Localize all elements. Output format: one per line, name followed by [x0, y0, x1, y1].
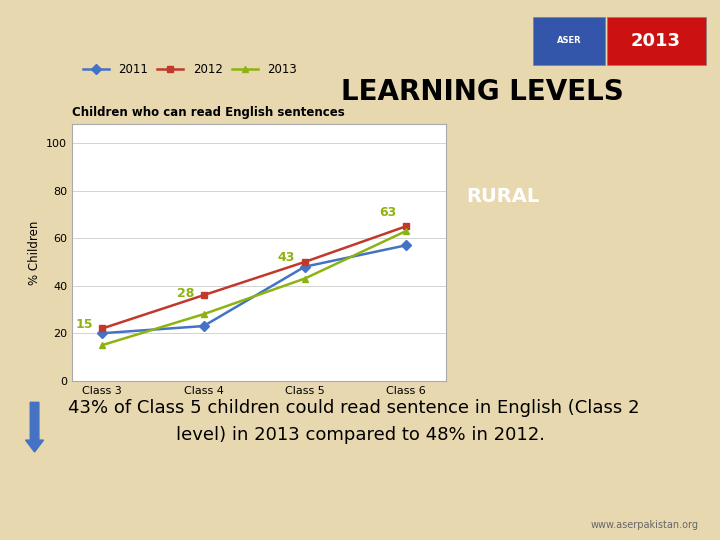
Line: 2013: 2013 — [99, 227, 410, 348]
Text: RURAL: RURAL — [467, 187, 540, 206]
Text: 43% of Class 5 children could read sentence in English (Class 2: 43% of Class 5 children could read sente… — [68, 399, 640, 417]
2012 — [98, 325, 107, 332]
Text: 43: 43 — [278, 251, 295, 264]
Text: LEARNING LEVELS: LEARNING LEVELS — [341, 78, 624, 106]
Line: 2011: 2011 — [99, 242, 410, 336]
2011 — [199, 323, 208, 329]
2013 — [199, 311, 208, 318]
2012 — [300, 259, 309, 265]
Text: 28: 28 — [176, 287, 194, 300]
FancyBboxPatch shape — [607, 17, 706, 65]
Text: level) in 2013 compared to 48% in 2012.: level) in 2013 compared to 48% in 2012. — [176, 426, 544, 444]
2012 — [402, 223, 410, 230]
Text: 15: 15 — [76, 318, 93, 331]
Y-axis label: % Children: % Children — [27, 220, 40, 285]
2013 — [402, 228, 410, 234]
2013 — [300, 275, 309, 282]
Line: 2012: 2012 — [99, 223, 410, 332]
2012 — [199, 292, 208, 299]
Legend: 2011, 2012, 2013: 2011, 2012, 2013 — [78, 58, 302, 80]
2011 — [98, 330, 107, 336]
2013 — [98, 342, 107, 348]
Text: 63: 63 — [379, 206, 396, 219]
Text: Children who can read English sentences: Children who can read English sentences — [72, 106, 345, 119]
Text: 2013: 2013 — [631, 31, 680, 50]
Text: www.aserpakistan.org: www.aserpakistan.org — [590, 520, 698, 530]
2011 — [402, 242, 410, 248]
Text: ASER: ASER — [557, 36, 582, 45]
2011 — [300, 264, 309, 270]
Text: ENGLISH: ENGLISH — [282, 136, 377, 155]
FancyBboxPatch shape — [533, 17, 606, 65]
